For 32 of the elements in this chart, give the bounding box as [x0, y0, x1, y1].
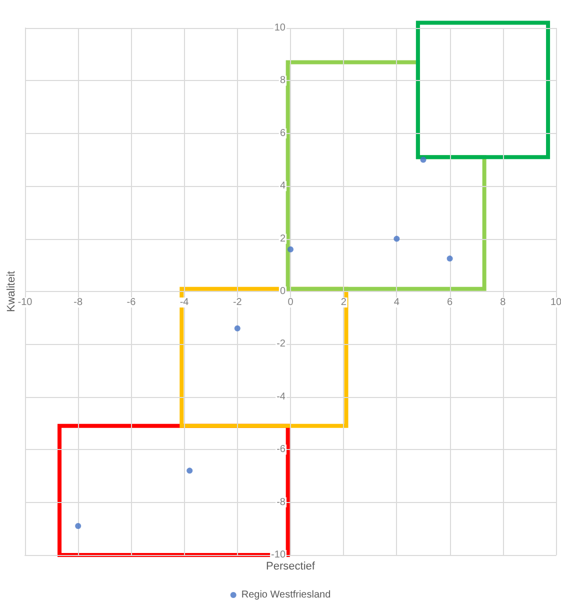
y-tick-label: 2: [280, 233, 286, 244]
point: [186, 468, 193, 474]
x-tick-label: 0: [288, 297, 294, 308]
point: [75, 523, 82, 530]
legend-label: Regio Westfriesland: [241, 590, 331, 600]
y-tick-label: -2: [276, 338, 286, 350]
x-tick-label: 2: [340, 297, 347, 308]
x-tick-label: 4: [394, 297, 400, 308]
x-tick-label: 10: [550, 297, 561, 308]
point: [446, 256, 453, 262]
y-tick-label: 0: [280, 286, 286, 297]
x-axis-title: Persectief: [266, 560, 316, 572]
y-tick-label: 6: [280, 128, 286, 139]
x-tick-label: 6: [447, 297, 454, 308]
point: [420, 156, 426, 163]
y-tick-label: -8: [276, 496, 286, 508]
point: [394, 236, 400, 242]
y-tick-label: 4: [280, 180, 286, 192]
point: [234, 325, 240, 332]
x-tick-label: -10: [18, 297, 33, 308]
x-tick-label: -6: [126, 297, 136, 308]
x-tick-label: -4: [180, 297, 190, 308]
y-axis-title: Kwaliteit: [6, 271, 18, 312]
point: [288, 246, 294, 252]
x-tick-label: -2: [232, 297, 242, 308]
x-tick-label: -8: [74, 297, 83, 308]
y-tick-label: 10: [274, 22, 286, 34]
y-tick-label: -4: [276, 391, 286, 402]
y-tick-label: -6: [276, 444, 286, 456]
y-tick-label: -10: [271, 550, 286, 560]
y-tick-label: 8: [280, 75, 286, 86]
x-tick-label: 8: [500, 297, 506, 308]
